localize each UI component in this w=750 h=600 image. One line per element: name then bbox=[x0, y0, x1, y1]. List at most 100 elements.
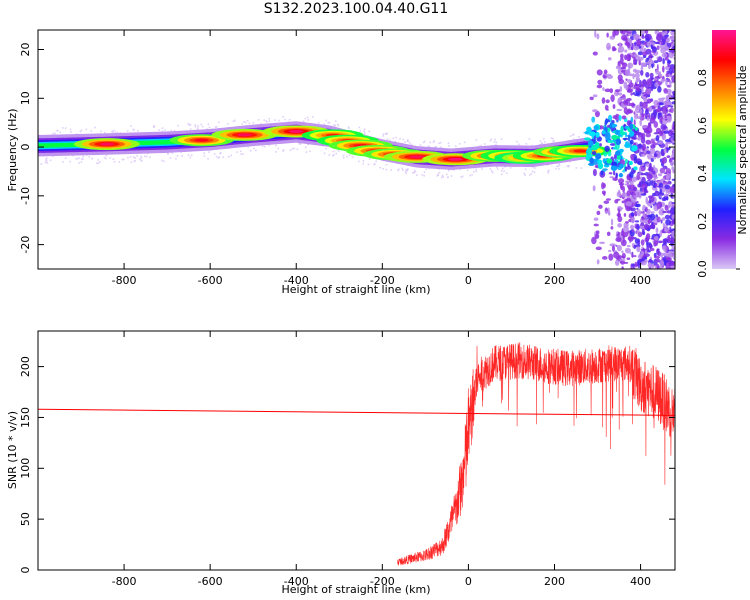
spectrogram-turbulent-cell bbox=[661, 52, 668, 58]
spectrogram-turbulent-cell bbox=[625, 221, 629, 224]
colorbar-tick-label: 0.8 bbox=[696, 69, 709, 87]
spectrogram-turbulent-cell bbox=[625, 133, 628, 138]
x-tick-label: -200 bbox=[370, 575, 395, 588]
spectrogram-turbulent-cell bbox=[649, 213, 656, 221]
spectrogram-noise bbox=[386, 138, 389, 141]
spectrogram-noise bbox=[413, 171, 416, 174]
spectrogram-turbulent-cell bbox=[639, 79, 642, 88]
spectrogram-noise bbox=[490, 170, 493, 172]
spectrogram-noise bbox=[113, 160, 116, 163]
spectrogram-turbulent-cell bbox=[633, 33, 639, 38]
spectrogram-noise bbox=[130, 125, 132, 127]
spectrogram-noise bbox=[207, 123, 210, 126]
spectrogram-noise bbox=[206, 128, 208, 130]
spectrogram-noise bbox=[293, 147, 296, 150]
snr-y-axis-label: SNR (10 * v/v) bbox=[6, 411, 19, 489]
spectrogram-turbulent-cell bbox=[647, 59, 655, 65]
spectrogram-turbulent-peak bbox=[586, 126, 592, 133]
spectrogram-noise bbox=[118, 161, 121, 163]
spectrogram-turbulent-cell bbox=[610, 94, 615, 103]
spectrogram-noise bbox=[243, 121, 245, 123]
spectrogram-noise bbox=[40, 163, 43, 165]
spectrogram-turbulent-cell bbox=[663, 226, 669, 233]
spectrogram-noise bbox=[347, 126, 350, 129]
spectrogram-noise bbox=[274, 119, 276, 121]
spectrogram-noise bbox=[302, 120, 305, 123]
spectrogram-noise bbox=[544, 141, 546, 143]
spectrogram-turbulent-peak bbox=[584, 137, 591, 141]
spectrogram-turbulent-peak bbox=[587, 148, 592, 155]
spectrogram-turbulent-peak bbox=[595, 131, 600, 138]
spectrogram-noise bbox=[112, 158, 115, 160]
spectrogram-turbulent-cell bbox=[649, 53, 653, 59]
spectrogram-turbulent-peak bbox=[597, 162, 604, 170]
spectrogram-turbulent-cell bbox=[670, 261, 675, 266]
spectrogram-turbulent-cell bbox=[636, 246, 641, 253]
y-tick-label: 20 bbox=[19, 43, 32, 57]
spectrogram-noise bbox=[215, 155, 218, 158]
spectrogram-noise bbox=[404, 170, 407, 173]
spectrogram-noise bbox=[133, 156, 135, 158]
spectrogram-noise bbox=[299, 143, 302, 145]
spectrogram-turbulent-cell bbox=[615, 172, 618, 179]
spectrogram-noise bbox=[240, 153, 242, 156]
spectrogram-hot-spot bbox=[99, 142, 115, 146]
spectrogram-noise bbox=[385, 168, 388, 171]
snr-panel: -800 -600 -400 -200 0 200 400 0 50 100 150 200 Hei… bbox=[6, 330, 676, 596]
spectrogram-turbulent-cell bbox=[605, 210, 609, 214]
spectrogram-turbulent-peak bbox=[620, 132, 626, 136]
spectrogram-turbulent-cell bbox=[624, 54, 628, 61]
spectrogram-turbulent-cell bbox=[634, 261, 638, 268]
spectrogram-turbulent-cell bbox=[595, 246, 602, 251]
spectrogram-turbulent-cell bbox=[632, 193, 637, 196]
spectrogram-noise bbox=[306, 116, 309, 119]
spectrogram-turbulent-cell bbox=[637, 183, 642, 188]
spectrogram-x-axis-label: Height of straight line (km) bbox=[281, 283, 430, 296]
spectrogram-turbulent-cell bbox=[650, 144, 656, 149]
spectrogram-noise bbox=[399, 138, 401, 140]
spectrogram-turbulent-cell bbox=[618, 92, 623, 96]
spectrogram-turbulent-cell bbox=[650, 158, 654, 163]
spectrogram-noise bbox=[405, 169, 408, 171]
spectrogram-turbulent-cell bbox=[637, 56, 644, 61]
spectrogram-turbulent-cell bbox=[641, 101, 648, 109]
spectrogram-noise bbox=[401, 167, 403, 170]
spectrogram-noise bbox=[140, 157, 143, 159]
spectrogram-noise bbox=[382, 135, 385, 137]
spectrogram-noise bbox=[76, 158, 79, 160]
spectrogram-turbulent-cell bbox=[631, 263, 635, 267]
spectrogram-noise bbox=[70, 131, 72, 133]
spectrogram-turbulent-cell bbox=[649, 244, 653, 249]
spectrogram-turbulent-cell bbox=[623, 261, 629, 264]
spectrogram-noise bbox=[398, 168, 400, 171]
spectrogram-turbulent-cell bbox=[671, 132, 675, 136]
spectrogram-turbulent-cell bbox=[621, 192, 626, 196]
spectrogram-noise bbox=[466, 169, 469, 172]
colorbar-tick-label: 0.4 bbox=[696, 165, 709, 183]
spectrogram-noise bbox=[247, 146, 249, 148]
spectrogram-noise bbox=[518, 143, 520, 146]
spectrogram-turbulent-cell bbox=[633, 56, 636, 64]
spectrogram-noise bbox=[69, 128, 72, 131]
spectrogram-noise bbox=[406, 168, 409, 170]
spectrogram-noise bbox=[495, 141, 498, 144]
spectrogram-turbulent-cell bbox=[624, 49, 628, 53]
spectrogram-noise bbox=[227, 155, 230, 158]
spectrogram-noise bbox=[504, 165, 506, 168]
spectrogram-turbulent-cell bbox=[669, 35, 675, 41]
spectrogram-turbulent-cell bbox=[655, 69, 660, 75]
spectrogram-noise bbox=[137, 130, 139, 132]
spectrogram-turbulent-peak bbox=[588, 162, 595, 166]
spectrogram-noise bbox=[189, 123, 192, 126]
spectrogram-turbulent-cell bbox=[658, 97, 664, 102]
spectrogram-turbulent-cell bbox=[653, 78, 658, 81]
spectrogram-noise bbox=[469, 174, 471, 177]
spectrogram-turbulent-cell bbox=[622, 137, 629, 141]
spectrogram-turbulent-peak bbox=[618, 163, 624, 169]
spectrogram-noise bbox=[575, 167, 578, 169]
spectrogram-turbulent-cell bbox=[641, 147, 645, 151]
spectrogram-turbulent-cell bbox=[671, 53, 675, 57]
spectrogram-noise bbox=[555, 167, 557, 170]
spectrogram-turbulent-peak bbox=[615, 138, 621, 146]
spectrogram-noise bbox=[153, 125, 156, 127]
